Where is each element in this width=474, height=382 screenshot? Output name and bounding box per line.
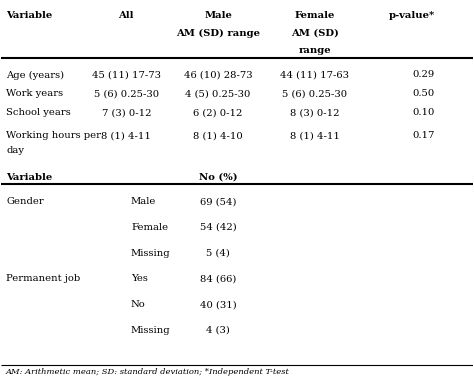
Text: Male: Male <box>204 11 232 20</box>
Text: p-value*: p-value* <box>389 11 435 20</box>
Text: 0.29: 0.29 <box>413 70 435 79</box>
Text: Female: Female <box>131 223 168 232</box>
Text: Female: Female <box>294 11 335 20</box>
Text: School years: School years <box>6 108 71 117</box>
Text: Variable: Variable <box>6 173 52 182</box>
Text: Work years: Work years <box>6 89 63 99</box>
Text: Missing: Missing <box>131 249 171 257</box>
Text: day: day <box>6 146 24 155</box>
Text: Gender: Gender <box>6 197 44 206</box>
Text: No (%): No (%) <box>199 173 237 182</box>
Text: range: range <box>299 46 331 55</box>
Text: 5 (6) 0.25-30: 5 (6) 0.25-30 <box>282 89 347 99</box>
Text: 69 (54): 69 (54) <box>200 197 237 206</box>
Text: 8 (3) 0-12: 8 (3) 0-12 <box>290 108 339 117</box>
Text: 84 (66): 84 (66) <box>200 274 237 283</box>
Text: AM (SD): AM (SD) <box>291 29 339 38</box>
Text: Working hours per: Working hours per <box>6 131 101 140</box>
Text: 8 (1) 4-10: 8 (1) 4-10 <box>193 131 243 140</box>
Text: 0.17: 0.17 <box>412 131 435 140</box>
Text: 7 (3) 0-12: 7 (3) 0-12 <box>101 108 151 117</box>
Text: 0.50: 0.50 <box>413 89 435 99</box>
Text: 5 (6) 0.25-30: 5 (6) 0.25-30 <box>94 89 159 99</box>
Text: All: All <box>118 11 134 20</box>
Text: 8 (1) 4-11: 8 (1) 4-11 <box>101 131 151 140</box>
Text: 5 (4): 5 (4) <box>206 249 230 257</box>
Text: 54 (42): 54 (42) <box>200 223 237 232</box>
Text: 40 (31): 40 (31) <box>200 300 237 309</box>
Text: 0.10: 0.10 <box>412 108 435 117</box>
Text: Age (years): Age (years) <box>6 70 64 79</box>
Text: Missing: Missing <box>131 326 171 335</box>
Text: 45 (11) 17-73: 45 (11) 17-73 <box>92 70 161 79</box>
Text: 4 (5) 0.25-30: 4 (5) 0.25-30 <box>185 89 251 99</box>
Text: AM: Arithmetic mean; SD: standard deviation; *Independent T-test: AM: Arithmetic mean; SD: standard deviat… <box>6 369 290 377</box>
Text: Variable: Variable <box>6 11 52 20</box>
Text: 6 (2) 0-12: 6 (2) 0-12 <box>193 108 243 117</box>
Text: Permanent job: Permanent job <box>6 274 81 283</box>
Text: 4 (3): 4 (3) <box>206 326 230 335</box>
Text: Yes: Yes <box>131 274 148 283</box>
Text: 46 (10) 28-73: 46 (10) 28-73 <box>184 70 253 79</box>
Text: AM (SD) range: AM (SD) range <box>176 29 260 38</box>
Text: No: No <box>131 300 146 309</box>
Text: 8 (1) 4-11: 8 (1) 4-11 <box>290 131 340 140</box>
Text: Male: Male <box>131 197 156 206</box>
Text: 44 (11) 17-63: 44 (11) 17-63 <box>280 70 349 79</box>
